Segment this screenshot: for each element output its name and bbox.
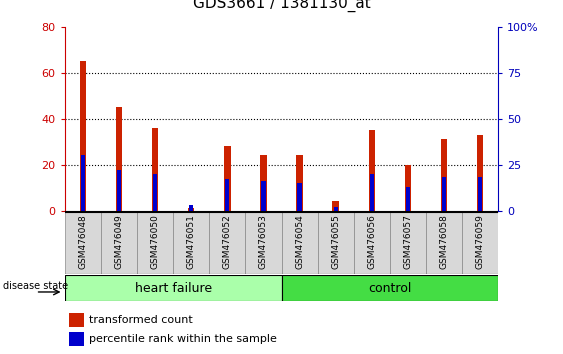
Text: heart failure: heart failure	[135, 282, 212, 295]
Text: GSM476058: GSM476058	[440, 214, 449, 269]
Text: GSM476059: GSM476059	[476, 214, 485, 269]
Bar	[224, 146, 231, 211]
Text: percentile rank within the sample: percentile rank within the sample	[88, 334, 276, 344]
Bar	[332, 201, 339, 211]
Bar	[261, 181, 266, 211]
Bar	[79, 61, 86, 211]
Bar	[65, 212, 101, 274]
Bar	[65, 275, 282, 301]
Bar	[390, 212, 426, 274]
Bar	[405, 165, 411, 211]
Bar	[69, 313, 84, 327]
Text: GSM476052: GSM476052	[223, 214, 232, 269]
Bar	[478, 177, 482, 211]
Bar	[282, 275, 498, 301]
Bar	[296, 155, 303, 211]
Bar	[173, 212, 209, 274]
Bar	[69, 332, 84, 346]
Text: GSM476051: GSM476051	[187, 214, 196, 269]
Bar	[406, 187, 410, 211]
Bar	[245, 212, 282, 274]
Bar	[152, 128, 158, 211]
Text: control: control	[368, 282, 412, 295]
Bar	[441, 139, 448, 211]
Bar	[101, 212, 137, 274]
Bar	[137, 212, 173, 274]
Bar	[318, 212, 354, 274]
Bar	[370, 174, 374, 211]
Bar	[188, 208, 194, 211]
Text: transformed count: transformed count	[88, 315, 193, 325]
Bar	[225, 179, 230, 211]
Bar	[115, 107, 122, 211]
Bar	[477, 135, 484, 211]
Bar	[369, 130, 375, 211]
Bar	[260, 155, 267, 211]
Text: GSM476056: GSM476056	[367, 214, 376, 269]
Text: GSM476050: GSM476050	[150, 214, 159, 269]
Bar	[189, 205, 193, 211]
Bar	[209, 212, 245, 274]
Bar	[153, 174, 157, 211]
Bar	[282, 212, 318, 274]
Text: GSM476049: GSM476049	[114, 214, 123, 269]
Text: GDS3661 / 1381130_at: GDS3661 / 1381130_at	[193, 0, 370, 12]
Bar	[354, 212, 390, 274]
Text: GSM476055: GSM476055	[331, 214, 340, 269]
Bar	[81, 155, 85, 211]
Bar	[462, 212, 498, 274]
Text: GSM476053: GSM476053	[259, 214, 268, 269]
Bar	[117, 170, 121, 211]
Bar	[333, 207, 338, 211]
Bar	[442, 177, 446, 211]
Text: disease state: disease state	[3, 281, 68, 291]
Text: GSM476057: GSM476057	[404, 214, 413, 269]
Bar	[297, 183, 302, 211]
Text: GSM476048: GSM476048	[78, 214, 87, 269]
Text: GSM476054: GSM476054	[295, 214, 304, 269]
Bar	[426, 212, 462, 274]
